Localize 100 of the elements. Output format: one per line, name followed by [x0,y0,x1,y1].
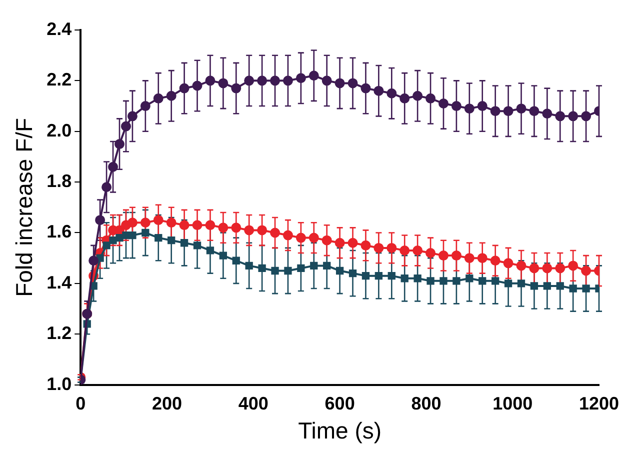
point [323,262,331,270]
point [542,263,552,274]
point [322,235,332,246]
point [360,83,371,94]
point [362,272,370,280]
point [530,282,538,290]
point [412,90,423,101]
point [374,86,384,96]
point [231,83,242,94]
point [426,248,436,258]
point [271,266,279,275]
y-tick-label: 2.2 [46,70,72,90]
point [543,282,551,290]
x-tick-label: 1200 [578,394,620,414]
point [166,90,176,101]
point [102,242,110,250]
point [400,93,410,104]
point [414,274,422,282]
x-tick-label: 800 [411,394,442,414]
point [218,222,228,233]
point [296,232,306,243]
point [555,111,566,122]
point [219,252,228,260]
x-tick-label: 200 [152,394,182,414]
point [244,76,254,86]
y-tick-label: 1.6 [46,222,72,242]
x-tick-label: 400 [238,394,268,414]
point [120,121,131,132]
point [477,101,488,112]
point [270,228,280,238]
point [180,239,188,247]
point [490,256,500,266]
point [451,250,462,261]
point [193,242,202,250]
point [166,218,176,228]
point [388,272,396,280]
point [336,266,344,275]
point [400,274,408,282]
point [245,262,253,270]
x-axis-title: Time (s) [298,418,382,444]
x-tick-label: 1000 [492,394,533,414]
point [400,245,410,256]
point [374,272,383,280]
y-tick-label: 1.2 [46,323,72,344]
point [360,240,371,250]
point [490,106,500,116]
point [257,76,268,86]
point [108,162,118,172]
point [477,253,488,264]
point [310,262,318,270]
point [438,250,448,261]
point [386,88,397,98]
point [153,93,164,104]
y-tick-label: 1.8 [46,171,72,192]
point [529,106,540,116]
point [438,98,448,108]
point [205,76,216,86]
point [517,280,526,288]
point [491,277,500,285]
point [581,111,592,122]
point [556,282,564,290]
point [348,238,358,248]
point [374,242,384,253]
point [504,280,512,288]
y-axis-title: Fold increase F/F [11,118,38,297]
point [168,236,176,244]
y-tick-label: 2.0 [46,120,72,140]
point [568,260,578,271]
point [127,218,138,228]
point [440,277,448,285]
point [153,215,164,226]
point [555,263,566,274]
point [142,228,150,237]
point [192,220,202,230]
point [426,93,436,104]
point [308,70,319,81]
y-tick-label: 2.4 [46,18,72,39]
point [568,111,578,122]
point [140,101,150,112]
point [140,218,150,228]
point [282,76,293,86]
point [88,256,99,266]
point [451,101,462,112]
point [582,284,590,292]
point [478,277,486,285]
point [127,111,138,122]
point [322,76,332,86]
point [282,230,293,240]
point [516,260,526,271]
y-tick-label: 1.0 [46,374,72,394]
point [231,222,242,233]
point [109,236,117,244]
point [348,78,358,88]
point [569,284,577,292]
point [270,76,280,86]
point [258,264,266,272]
point [296,73,306,84]
point [348,269,357,278]
point [452,277,460,285]
point [386,242,397,253]
